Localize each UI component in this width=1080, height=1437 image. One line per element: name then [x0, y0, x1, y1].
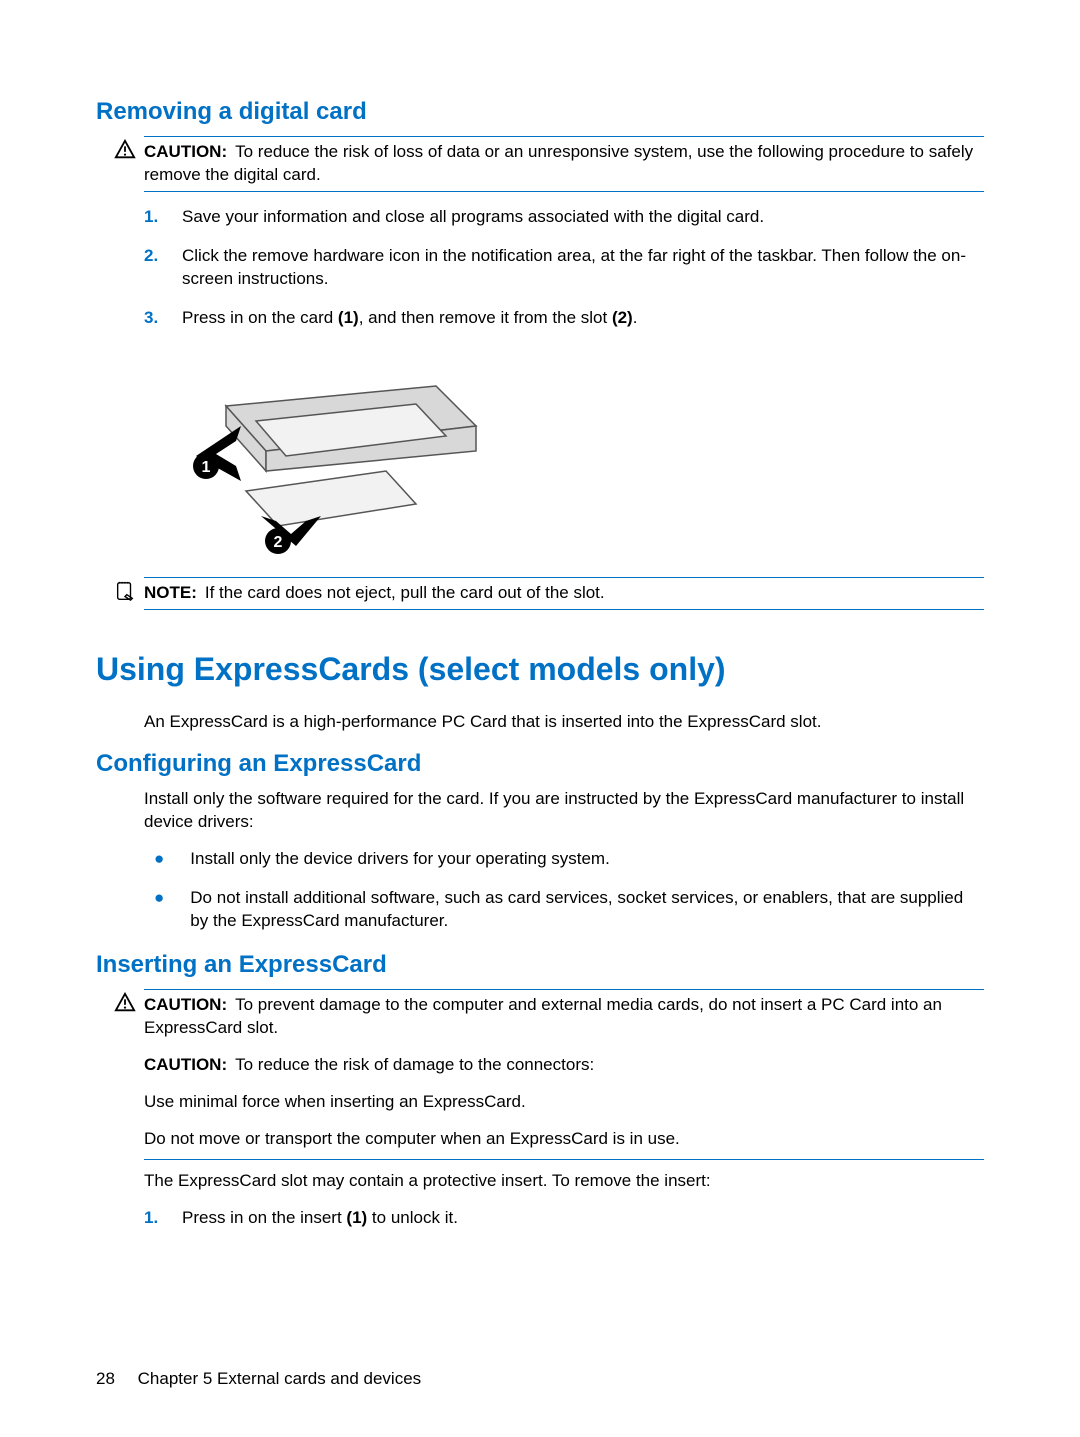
list-body: Click the remove hardware icon in the no…: [182, 245, 984, 291]
caution-line: Use minimal force when inserting an Expr…: [144, 1091, 984, 1114]
caution-label: CAUTION:: [144, 142, 227, 161]
caution-line: Do not move or transport the computer wh…: [144, 1128, 984, 1151]
heading-configuring-expresscard: Configuring an ExpressCard: [96, 748, 984, 780]
bullet-icon: ●: [144, 848, 164, 871]
note-icon: [114, 580, 136, 602]
svg-text:2: 2: [274, 534, 283, 551]
list-item: 2. Click the remove hardware icon in the…: [144, 245, 984, 291]
step-callout-ref: (2): [612, 308, 633, 327]
list-body: Do not install additional software, such…: [190, 887, 984, 933]
document-page: Removing a digital card CAUTION:To reduc…: [0, 0, 1080, 1286]
step-callout-ref: (1): [346, 1208, 367, 1227]
list-number: 3.: [144, 307, 164, 330]
step-text-mid: , and then remove it from the slot: [359, 308, 612, 327]
chapter-label: Chapter 5 External cards and devices: [138, 1369, 422, 1388]
note-text: If the card does not eject, pull the car…: [205, 583, 605, 602]
list-body: Press in on the card (1), and then remov…: [182, 307, 984, 330]
step-text-pre: Press in on the insert: [182, 1208, 346, 1227]
list-body: Install only the device drivers for your…: [190, 848, 984, 871]
bullet-list-drivers: ● Install only the device drivers for yo…: [144, 848, 984, 933]
list-number: 1.: [144, 1207, 164, 1230]
list-body: Save your information and close all prog…: [182, 206, 984, 229]
caution-row: CAUTION:To prevent damage to the compute…: [144, 994, 984, 1040]
step-text-post: to unlock it.: [367, 1208, 458, 1227]
heading-inserting-expresscard: Inserting an ExpressCard: [96, 949, 984, 981]
list-item: 1. Save your information and close all p…: [144, 206, 984, 229]
caution-row: CAUTION: To reduce the risk of damage to …: [144, 1054, 984, 1077]
intro-text: Install only the software required for t…: [144, 788, 984, 834]
body-text: The ExpressCard slot may contain a prote…: [144, 1170, 984, 1193]
intro-text: An ExpressCard is a high-performance PC …: [144, 711, 984, 734]
caution-admonition: CAUTION:To prevent damage to the compute…: [144, 989, 984, 1160]
list-item: ● Install only the device drivers for yo…: [144, 848, 984, 871]
step-callout-ref: (1): [338, 308, 359, 327]
caution-icon: [114, 139, 136, 161]
caution-text: To reduce the risk of damage to the conn…: [235, 1055, 594, 1074]
list-item: 3. Press in on the card (1), and then re…: [144, 307, 984, 330]
svg-text:1: 1: [202, 459, 211, 476]
ordered-list-insert: 1. Press in on the insert (1) to unlock …: [144, 1207, 984, 1230]
note-admonition: NOTE: If the card does not eject, pull th…: [144, 577, 984, 610]
note-label: NOTE:: [144, 583, 197, 602]
list-body: Press in on the insert (1) to unlock it.: [182, 1207, 984, 1230]
ordered-list-remove-card: 1. Save your information and close all p…: [144, 206, 984, 330]
list-item: ● Do not install additional software, su…: [144, 887, 984, 933]
list-number: 2.: [144, 245, 164, 291]
caution-label: CAUTION:: [144, 1055, 227, 1074]
heading-using-expresscards: Using ExpressCards (select models only): [96, 648, 984, 691]
card-removal-figure: 1 2: [186, 356, 496, 556]
caution-admonition: CAUTION:To reduce the risk of loss of da…: [144, 136, 984, 192]
page-number: 28: [96, 1369, 115, 1388]
caution-label: CAUTION:: [144, 995, 227, 1014]
page-footer: 28 Chapter 5 External cards and devices: [96, 1368, 421, 1391]
bullet-icon: ●: [144, 887, 164, 933]
heading-removing-digital-card: Removing a digital card: [96, 96, 984, 128]
step-text-pre: Press in on the card: [182, 308, 338, 327]
list-item: 1. Press in on the insert (1) to unlock …: [144, 1207, 984, 1230]
list-number: 1.: [144, 206, 164, 229]
caution-text: To reduce the risk of loss of data or an…: [144, 142, 973, 184]
caution-icon: [114, 992, 136, 1014]
caution-text: To prevent damage to the computer and ex…: [144, 995, 942, 1037]
step-text-post: .: [633, 308, 638, 327]
